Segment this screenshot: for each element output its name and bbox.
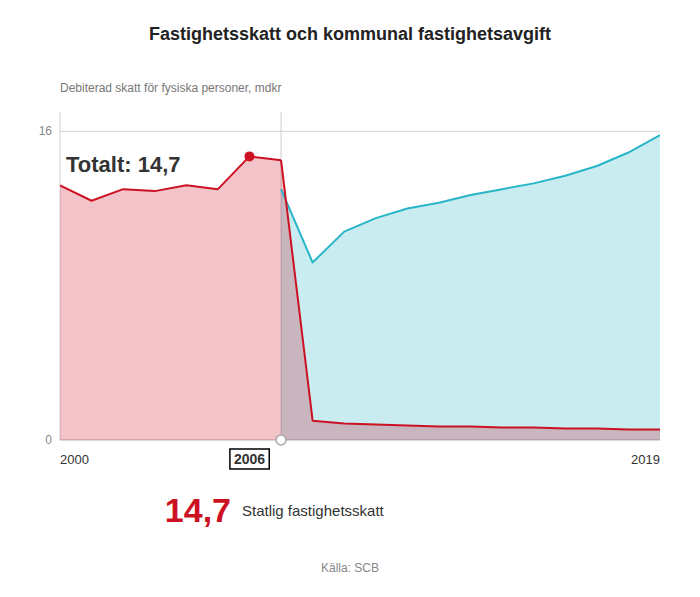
legend-label: Statlig fastighetsskatt xyxy=(242,502,385,519)
legend-value: 14,7 xyxy=(165,491,231,529)
x-tick-label: 2006 xyxy=(234,451,265,467)
y-tick-label: 16 xyxy=(39,124,53,138)
x-tick-label: 2000 xyxy=(60,452,89,467)
area-fill xyxy=(281,135,660,440)
area-line xyxy=(281,135,660,262)
source: Källa: SCB xyxy=(321,561,379,575)
grid-line xyxy=(60,131,660,132)
split-marker xyxy=(276,435,286,445)
subtitle: Debiterad skatt för fysiska personer, md… xyxy=(60,81,281,95)
title: Fastighetsskatt och kommunal fastighetsa… xyxy=(149,24,551,44)
annotation: Totalt: 14,7 xyxy=(66,152,181,177)
highlight-point xyxy=(244,151,254,161)
grid xyxy=(60,131,660,440)
chart: Fastighetsskatt och kommunal fastighetsa… xyxy=(0,0,700,597)
x-tick-highlight xyxy=(230,449,269,469)
y-tick-label: 0 xyxy=(45,433,52,447)
plot-area xyxy=(60,135,660,440)
area-line xyxy=(281,160,660,429)
area-fill xyxy=(60,156,281,440)
x-tick-label: 2019 xyxy=(631,452,660,467)
area-fill xyxy=(281,160,660,440)
